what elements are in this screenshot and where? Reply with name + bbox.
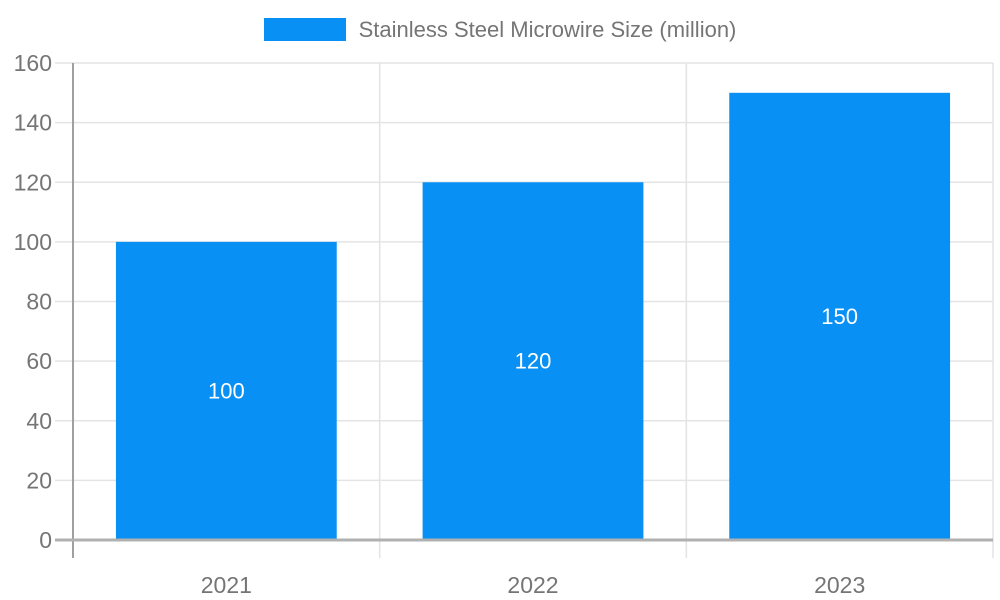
x-tick-label: 2022 bbox=[507, 572, 558, 598]
x-tick-label: 2023 bbox=[814, 572, 865, 598]
y-tick-label: 120 bbox=[14, 169, 52, 195]
bar-2023 bbox=[729, 92, 951, 540]
bar-value-label: 100 bbox=[208, 378, 245, 403]
bar-value-label: 150 bbox=[821, 304, 858, 329]
bar-2021 bbox=[115, 241, 337, 540]
y-tick-label: 100 bbox=[14, 229, 52, 255]
y-tick-label: 140 bbox=[14, 110, 52, 136]
y-tick-label: 0 bbox=[39, 527, 52, 553]
bar-value-label: 120 bbox=[515, 349, 552, 374]
y-tick-label: 20 bbox=[26, 467, 52, 493]
y-tick-label: 80 bbox=[26, 289, 52, 315]
y-tick-label: 160 bbox=[14, 50, 52, 76]
chart-legend: Stainless Steel Microwire Size (million) bbox=[0, 18, 1000, 41]
bar-2022 bbox=[422, 182, 644, 540]
x-tick-label: 2021 bbox=[201, 572, 252, 598]
y-tick-label: 60 bbox=[26, 348, 52, 374]
y-tick-label: 40 bbox=[26, 408, 52, 434]
legend-swatch bbox=[263, 18, 346, 41]
legend-label: Stainless Steel Microwire Size (million) bbox=[358, 17, 737, 42]
